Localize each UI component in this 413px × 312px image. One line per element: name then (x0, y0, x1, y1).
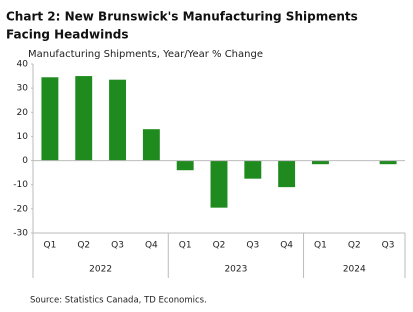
group-label: 2022 (89, 265, 112, 275)
x-tick-label: Q3 (111, 241, 124, 251)
bar (278, 160, 296, 188)
group-label: 2023 (224, 265, 247, 275)
x-tick-label: Q1 (314, 241, 327, 251)
bar (41, 77, 59, 161)
y-tick-label: -20 (13, 204, 28, 214)
x-tick-label: Q4 (280, 241, 293, 251)
bar (244, 160, 262, 179)
chart-title: Facing Headwinds (6, 28, 128, 42)
bar (142, 129, 160, 161)
group-label: 2024 (343, 265, 366, 275)
x-tick-label: Q1 (44, 241, 57, 251)
y-tick-label: -10 (13, 180, 28, 190)
bar (75, 76, 93, 161)
y-tick-label: -30 (13, 229, 28, 239)
x-tick-label: Q2 (77, 241, 90, 251)
bar (210, 160, 228, 208)
y-tick-label: 10 (17, 132, 29, 142)
source: Source: Statistics Canada, TD Economics. (30, 296, 207, 306)
bar (176, 160, 194, 171)
y-tick-label: 0 (22, 156, 28, 166)
y-tick-label: 30 (17, 84, 29, 94)
x-tick-label: Q4 (145, 241, 158, 251)
x-tick-label: Q2 (348, 241, 361, 251)
y-tick-label: 40 (17, 60, 29, 70)
x-tick-label: Q2 (213, 241, 226, 251)
x-tick-label: Q1 (179, 241, 192, 251)
y-tick-label: 20 (17, 108, 29, 118)
bar (379, 160, 397, 165)
chart-title: Chart 2: New Brunswick's Manufacturing S… (6, 10, 358, 24)
x-tick-label: Q3 (246, 241, 259, 251)
bar (312, 160, 329, 165)
axis-title: Manufacturing Shipments, Year/Year % Cha… (28, 49, 263, 60)
bar (109, 79, 126, 161)
x-tick-label: Q3 (382, 241, 395, 251)
